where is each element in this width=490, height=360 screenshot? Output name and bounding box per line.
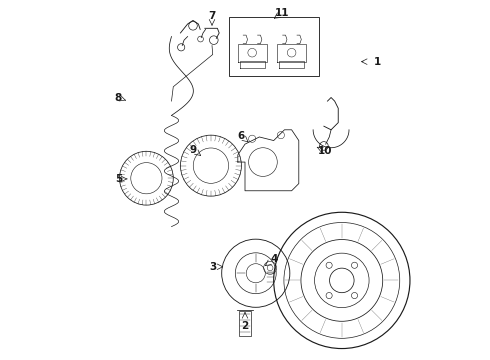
Text: 1: 1 <box>374 57 381 67</box>
Bar <box>229 17 318 76</box>
Text: 6: 6 <box>238 131 245 141</box>
Text: 11: 11 <box>275 8 289 18</box>
Text: 4: 4 <box>270 254 278 264</box>
Text: 8: 8 <box>114 93 122 103</box>
Text: 2: 2 <box>242 321 248 331</box>
Text: 9: 9 <box>190 144 196 154</box>
Bar <box>239 311 251 336</box>
Text: 7: 7 <box>208 11 216 21</box>
Text: 3: 3 <box>209 262 217 272</box>
Text: 10: 10 <box>318 145 332 156</box>
Text: 5: 5 <box>115 174 122 184</box>
